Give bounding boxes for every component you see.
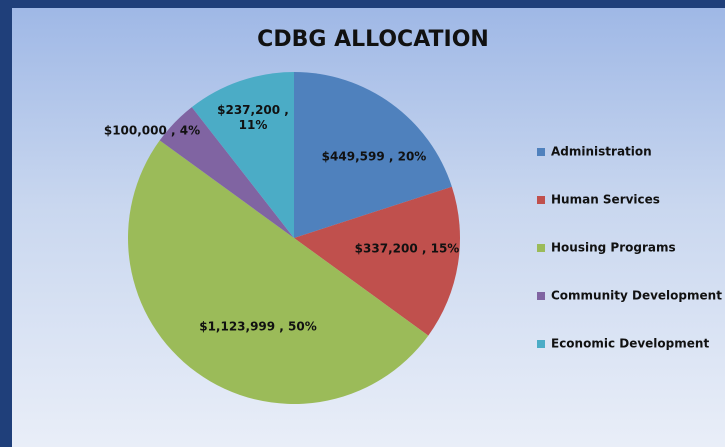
legend-swatch [537, 292, 545, 300]
legend-label: Economic Development [551, 337, 709, 351]
legend-label: Human Services [551, 193, 660, 207]
chart-title: CDBG ALLOCATION [257, 27, 489, 52]
data-label: $449,599 , 20% [321, 149, 427, 164]
pie-slice [128, 140, 429, 404]
legend-label: Housing Programs [551, 241, 676, 255]
pie-slice [191, 72, 294, 238]
pie-slice [294, 186, 460, 336]
legend-label: Community Development [551, 289, 722, 303]
data-label: $1,123,999 , 50% [199, 319, 317, 334]
legend-swatch [537, 244, 545, 252]
legend-label: Administration [551, 145, 652, 159]
legend-swatch [537, 340, 545, 348]
legend-swatch [537, 148, 545, 156]
data-label: $237,200 , 11% [217, 103, 289, 132]
pie-slice [159, 107, 294, 238]
legend-swatch [537, 196, 545, 204]
data-label: $337,200 , 15% [354, 241, 460, 256]
pie-slice [294, 72, 452, 238]
data-label: $100,000 , 4% [103, 123, 201, 138]
